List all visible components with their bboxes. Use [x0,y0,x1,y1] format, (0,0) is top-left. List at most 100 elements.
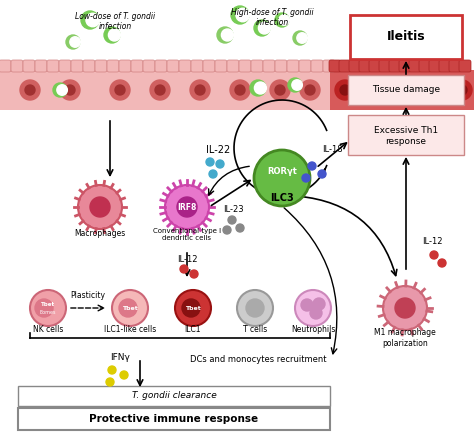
Text: RORγt: RORγt [267,168,297,177]
FancyBboxPatch shape [339,60,351,72]
Text: Eomes: Eomes [40,310,56,316]
Text: Excessive Th1
response: Excessive Th1 response [374,126,438,146]
FancyBboxPatch shape [83,60,95,72]
FancyBboxPatch shape [348,75,464,105]
FancyBboxPatch shape [389,60,401,72]
Text: T cells: T cells [243,326,267,335]
Circle shape [375,80,395,100]
Circle shape [86,13,100,27]
Text: Ileitis: Ileitis [387,30,425,43]
Text: ILC1: ILC1 [185,326,201,335]
FancyBboxPatch shape [439,60,451,72]
FancyBboxPatch shape [47,60,59,72]
FancyBboxPatch shape [419,60,431,72]
Circle shape [230,80,250,100]
Bar [18,408,330,430]
FancyBboxPatch shape [227,60,239,72]
Circle shape [275,85,285,95]
FancyBboxPatch shape [215,60,227,72]
Text: IFNγ: IFNγ [110,354,130,362]
FancyBboxPatch shape [251,60,263,72]
Circle shape [190,270,198,278]
FancyBboxPatch shape [59,60,71,72]
Circle shape [217,27,233,43]
Circle shape [310,307,322,319]
FancyBboxPatch shape [119,60,131,72]
Circle shape [400,85,410,95]
FancyBboxPatch shape [167,60,179,72]
FancyBboxPatch shape [409,60,421,72]
Text: ILC3: ILC3 [270,193,294,203]
Circle shape [228,216,236,224]
Circle shape [119,299,137,317]
Circle shape [335,80,355,100]
Bar [0,70,474,110]
FancyBboxPatch shape [323,60,335,72]
Circle shape [395,298,415,318]
Circle shape [78,185,122,229]
Circle shape [150,80,170,100]
Circle shape [258,22,270,34]
Circle shape [53,83,67,97]
Text: Tissue damage: Tissue damage [372,85,440,95]
Text: Low-dose of T. gondii
infection: Low-dose of T. gondii infection [75,12,155,31]
Circle shape [440,85,450,95]
Circle shape [457,85,467,95]
FancyBboxPatch shape [379,60,391,72]
Text: ILC1-like cells: ILC1-like cells [104,326,156,335]
Circle shape [65,85,75,95]
Circle shape [25,85,35,95]
Text: IL-22: IL-22 [206,145,230,155]
Circle shape [452,80,472,100]
FancyBboxPatch shape [0,60,11,72]
Circle shape [155,85,165,95]
Text: Tbet: Tbet [185,306,201,310]
Circle shape [355,80,375,100]
Circle shape [70,37,81,47]
FancyBboxPatch shape [399,60,411,72]
FancyBboxPatch shape [179,60,191,72]
Circle shape [295,290,331,326]
Circle shape [206,158,214,166]
FancyBboxPatch shape [348,115,464,155]
Circle shape [250,80,266,96]
Text: Protective immune response: Protective immune response [90,414,258,424]
Circle shape [81,11,99,29]
Circle shape [115,85,125,95]
Text: High-dose of T. gondii
infection: High-dose of T. gondii infection [231,8,313,27]
Circle shape [236,8,249,22]
Circle shape [415,80,435,100]
Circle shape [236,224,244,232]
Text: Tbet: Tbet [122,306,138,310]
Circle shape [255,82,266,94]
Circle shape [254,20,270,36]
Text: IRF8: IRF8 [177,203,197,211]
FancyBboxPatch shape [143,60,155,72]
Circle shape [209,170,217,178]
Circle shape [292,80,302,90]
Circle shape [106,378,114,386]
Circle shape [104,27,120,43]
Circle shape [175,290,211,326]
FancyBboxPatch shape [275,60,287,72]
Circle shape [20,80,40,100]
Circle shape [300,80,320,100]
FancyBboxPatch shape [203,60,215,72]
FancyBboxPatch shape [329,60,341,72]
Circle shape [438,259,446,267]
Circle shape [180,265,188,273]
Text: NK cells: NK cells [33,326,63,335]
Circle shape [254,150,310,206]
Circle shape [288,78,302,92]
Circle shape [66,35,80,49]
Text: M1 macrophage
polarization: M1 macrophage polarization [374,328,436,348]
Circle shape [302,174,310,182]
Circle shape [308,162,316,170]
FancyBboxPatch shape [35,60,47,72]
FancyBboxPatch shape [287,60,299,72]
Circle shape [430,251,438,259]
Text: IL-12: IL-12 [177,256,197,264]
Text: Tbet: Tbet [41,302,55,308]
Circle shape [301,299,313,311]
Text: Plasticity: Plasticity [71,290,106,299]
